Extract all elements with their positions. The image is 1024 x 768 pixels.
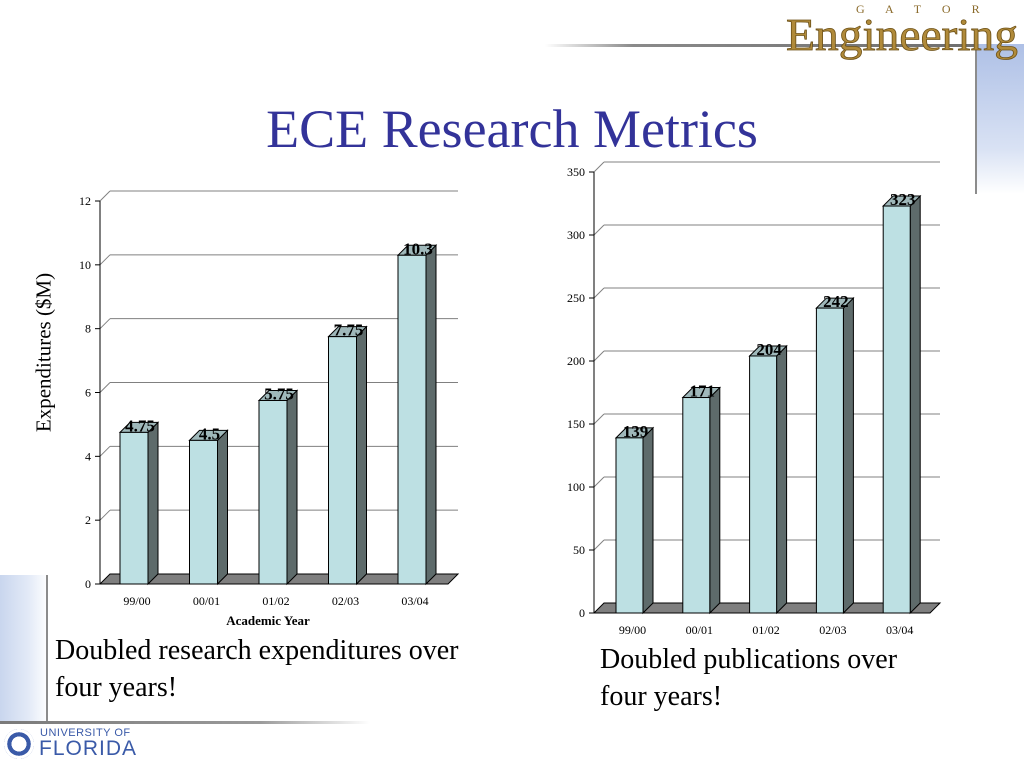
left-chart-gridline-diag (99, 254, 111, 266)
left-chart-y-tick-label: 8 (85, 322, 91, 336)
left-chart-gridline-diag (99, 509, 111, 521)
right-chart-x-tick-label: 02/03 (819, 623, 846, 637)
left-chart-gridline-diag (99, 318, 111, 330)
left-chart-bar (119, 431, 149, 585)
left-chart-y-tick-label: 4 (85, 449, 91, 463)
left-chart-data-label: 7.75 (334, 321, 364, 340)
right-chart-gridline-diag (593, 350, 605, 362)
top-divider (545, 44, 985, 47)
left-chart-gridline-diag (99, 445, 111, 457)
right-chart-bar-side (909, 194, 921, 615)
left-chart-x-tick-label: 03/04 (401, 594, 428, 608)
university-of-florida-logo: UNIVERSITY OF FLORIDA (2, 726, 152, 766)
right-decorative-strip (975, 44, 1024, 194)
left-chart-x-tick-label: 99/00 (123, 594, 150, 608)
right-chart-data-label: 204 (756, 340, 782, 359)
right-chart-y-tick-label: 150 (567, 417, 585, 431)
left-chart-y-tick-label: 12 (79, 194, 91, 208)
uf-logo-main-text: FLORIDA (39, 737, 138, 760)
logo-gator-text: G A T O R (856, 2, 989, 16)
left-chart-data-label: 10.3 (403, 239, 433, 258)
right-chart-gridline-diag (593, 413, 605, 425)
right-chart-gridline-diag (593, 539, 605, 551)
left-chart-gridline-diag (99, 190, 111, 202)
right-chart-data-label: 242 (823, 292, 849, 311)
left-chart-bar (258, 399, 288, 585)
left-chart-gridline-diag (99, 382, 111, 393)
right-chart-data-label: 139 (623, 422, 649, 441)
left-chart-y-tick-label: 0 (85, 577, 91, 591)
left-chart-data-label: 4.5 (199, 424, 220, 443)
right-chart-gridline-diag (593, 476, 605, 488)
left-decorative-strip (0, 575, 48, 723)
left-chart-data-label: 5.75 (264, 384, 294, 403)
right-chart-data-label: 171 (690, 382, 716, 401)
right-chart-y-tick-label: 350 (567, 165, 585, 179)
left-chart-x-axis-title: Academic Year (226, 613, 310, 628)
right-chart-y-tick-label: 100 (567, 480, 585, 494)
right-chart-gridline-diag (593, 224, 605, 236)
right-chart-y-tick-label: 0 (579, 606, 585, 620)
left-chart-x-tick-label: 00/01 (193, 594, 220, 608)
right-chart-bar (749, 355, 778, 614)
right-chart-bar (882, 205, 911, 614)
left-chart-x-tick-label: 01/02 (262, 594, 289, 608)
logo-engineering-text: Engineering (786, 9, 1018, 60)
left-chart-y-tick-label: 2 (85, 513, 91, 527)
left-chart-y-tick-label: 10 (79, 258, 91, 272)
left-chart-data-label: 4.75 (125, 416, 155, 435)
right-chart-bar-side (842, 296, 854, 615)
right-chart-y-tick-label: 50 (573, 543, 585, 557)
right-chart-x-tick-label: 99/00 (619, 623, 646, 637)
slide-title: ECE Research Metrics (266, 99, 758, 159)
right-chart-caption: Doubled publications over four years! (600, 644, 898, 712)
gator-engineering-logo: G A T O R Engineering (784, 0, 1020, 60)
right-chart-bar (815, 307, 844, 614)
right-chart-bar (682, 397, 711, 614)
bottom-divider (0, 721, 370, 724)
left-chart-y-tick-label: 6 (85, 386, 91, 400)
right-chart-x-tick-label: 00/01 (686, 623, 713, 637)
left-chart-bar (397, 254, 427, 585)
right-chart-y-tick-label: 250 (567, 291, 585, 305)
left-chart-bar (189, 439, 218, 585)
left-chart-x-tick-label: 02/03 (332, 594, 359, 608)
left-chart-caption: Doubled research expenditures over four … (55, 635, 459, 703)
right-chart-data-label: 323 (890, 190, 916, 209)
right-chart-y-tick-label: 200 (567, 354, 585, 368)
right-chart-bar (615, 437, 644, 614)
uf-logo-top-text: UNIVERSITY OF (40, 727, 131, 739)
left-chart-bar (328, 336, 357, 585)
right-chart-x-tick-label: 03/04 (886, 623, 913, 637)
right-chart-bar-side (709, 386, 721, 615)
right-chart-bar-side (642, 426, 654, 615)
right-chart-gridline-diag (593, 161, 605, 173)
uf-seal-icon (4, 729, 34, 759)
right-chart-gridline-diag (593, 287, 605, 299)
right-chart-bar-side (776, 344, 788, 615)
right-chart-y-tick-label: 300 (567, 228, 585, 242)
right-chart-x-tick-label: 01/02 (752, 623, 779, 637)
